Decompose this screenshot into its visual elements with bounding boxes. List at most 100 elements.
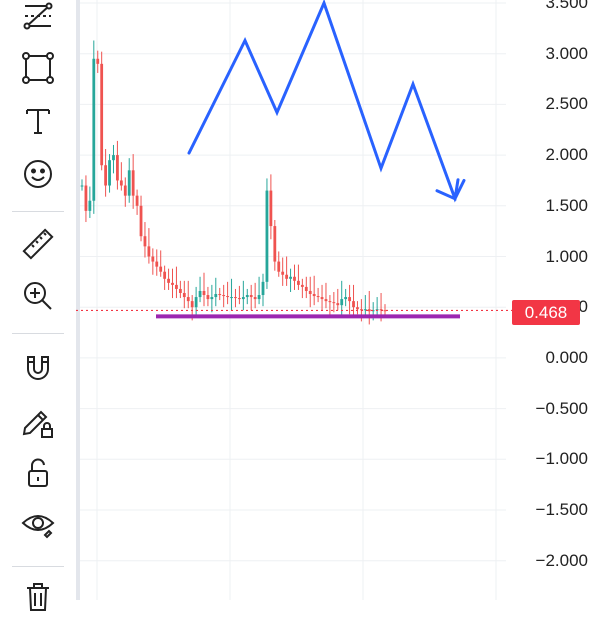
wave-arrowhead bbox=[435, 178, 460, 201]
candle-body bbox=[273, 226, 277, 262]
candle-body bbox=[186, 297, 190, 302]
candle-body bbox=[127, 170, 131, 196]
lock-icon bbox=[19, 454, 57, 497]
candle-body bbox=[249, 295, 253, 298]
lock-all-tool[interactable] bbox=[13, 452, 63, 498]
price-axis-label: 0.000 bbox=[545, 347, 588, 367]
candle-body bbox=[155, 261, 159, 267]
candle-body bbox=[131, 170, 135, 196]
candle-body bbox=[163, 271, 167, 279]
candle-body bbox=[344, 297, 348, 300]
candle-body bbox=[147, 246, 151, 257]
price-axis-label: 1.500 bbox=[545, 195, 588, 215]
candle-body bbox=[320, 297, 324, 300]
candle-body bbox=[359, 309, 363, 311]
price-axis-label: 3.000 bbox=[545, 43, 588, 63]
candle-body bbox=[202, 290, 206, 296]
candle-body bbox=[281, 271, 285, 275]
candle-body bbox=[159, 266, 163, 272]
candle-body bbox=[175, 284, 178, 289]
candle-body bbox=[198, 290, 202, 298]
lock-drawings-tool[interactable] bbox=[13, 400, 63, 446]
current-price-label: 0.468 bbox=[524, 302, 568, 322]
candle-body bbox=[171, 282, 174, 285]
candle-body bbox=[300, 284, 304, 287]
candle-body bbox=[214, 294, 218, 298]
candle-body bbox=[269, 190, 273, 227]
chart-area[interactable] bbox=[76, 0, 600, 600]
candle-body bbox=[328, 301, 332, 303]
magnet-icon bbox=[19, 349, 57, 392]
candle-body bbox=[190, 301, 194, 308]
candle-body bbox=[297, 280, 300, 285]
toolbar-divider bbox=[12, 566, 64, 567]
candle-body bbox=[340, 299, 344, 306]
remove-drawings-tool[interactable] bbox=[13, 576, 63, 622]
elliott-wave-drawing bbox=[187, 0, 466, 203]
candle-body bbox=[96, 58, 100, 64]
magnet-mode-tool[interactable] bbox=[13, 347, 63, 393]
measure-tool[interactable] bbox=[13, 223, 63, 269]
emoji-tool[interactable] bbox=[13, 153, 63, 199]
candle-body bbox=[304, 286, 308, 291]
candle-body bbox=[265, 190, 269, 282]
toolbar-divider bbox=[12, 333, 64, 334]
candle-body bbox=[182, 293, 186, 298]
price-axis-label: −0.500 bbox=[535, 398, 588, 418]
candle-body bbox=[92, 58, 96, 201]
candle-body bbox=[332, 302, 336, 304]
fib-retracement-icon bbox=[19, 0, 57, 41]
rectangle-icon bbox=[19, 49, 57, 92]
candle-body bbox=[261, 281, 265, 296]
candle-body bbox=[119, 180, 123, 186]
price-axis-label: 3.500 bbox=[545, 0, 588, 12]
candle-body bbox=[277, 261, 281, 272]
zoom-in-tool[interactable] bbox=[13, 275, 63, 321]
candle-body bbox=[379, 309, 383, 311]
candle-body bbox=[104, 165, 108, 186]
candle-body bbox=[218, 294, 222, 296]
text-tool[interactable] bbox=[13, 100, 63, 146]
candle-body bbox=[348, 297, 351, 302]
candle-body bbox=[100, 63, 104, 166]
candle-body bbox=[352, 301, 355, 308]
candle-body bbox=[363, 309, 367, 311]
toolbar-divider bbox=[12, 211, 64, 212]
hide-drawings-tool[interactable] bbox=[13, 503, 63, 549]
candle-body bbox=[226, 296, 229, 298]
candle-body bbox=[222, 295, 226, 297]
candle-body bbox=[210, 297, 214, 300]
price-axis-label: −1.500 bbox=[535, 500, 588, 519]
drawing-toolbar bbox=[0, 0, 76, 611]
smiley-icon bbox=[19, 155, 57, 198]
candle-body bbox=[289, 276, 292, 279]
candle-body bbox=[206, 295, 210, 300]
candle-body bbox=[139, 205, 143, 237]
candle-body bbox=[383, 310, 387, 312]
candle-body bbox=[367, 309, 371, 312]
candle-body bbox=[241, 297, 245, 300]
rectangle-tool[interactable] bbox=[13, 47, 63, 93]
chart-left-edge bbox=[76, 0, 80, 600]
candle-body bbox=[143, 236, 147, 247]
candle-body bbox=[245, 295, 249, 298]
candle-body bbox=[308, 290, 312, 295]
zoom-in-icon bbox=[19, 277, 57, 320]
text-icon bbox=[19, 102, 57, 145]
candle-body bbox=[324, 299, 328, 302]
candle-body bbox=[234, 297, 237, 299]
candle-body bbox=[88, 200, 92, 211]
eye-icon bbox=[19, 505, 57, 548]
candle-body bbox=[80, 185, 84, 187]
price-chart[interactable] bbox=[76, 0, 600, 600]
candle-body bbox=[230, 297, 233, 299]
candle-body bbox=[151, 256, 155, 262]
fib-retracement-tool[interactable] bbox=[13, 0, 63, 42]
current-price-badge: 0.468 bbox=[512, 300, 580, 325]
price-axis-label: 1.000 bbox=[545, 246, 588, 266]
candle-body bbox=[257, 295, 261, 300]
candle-body bbox=[108, 160, 111, 186]
pencil-lock-icon bbox=[19, 402, 57, 445]
candle-body bbox=[312, 294, 316, 297]
candle-body bbox=[316, 296, 320, 298]
